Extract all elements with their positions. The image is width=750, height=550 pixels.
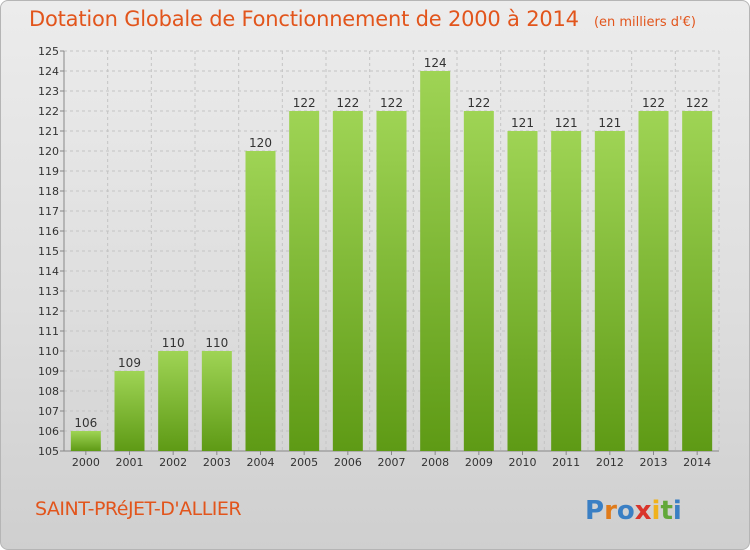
x-tick-label: 2004 <box>247 456 275 469</box>
bar-value-label: 121 <box>598 116 621 130</box>
title-row: Dotation Globale de Fonctionnement de 20… <box>29 7 696 31</box>
bar-layer <box>70 71 713 451</box>
bar-2006 <box>332 111 363 451</box>
y-tick-label: 113 <box>38 285 59 298</box>
bar-2000 <box>70 431 101 451</box>
bar-value-label: 109 <box>118 356 141 370</box>
bar-2009 <box>463 111 494 451</box>
y-tick-label: 110 <box>38 345 59 358</box>
bar-value-label: 110 <box>162 336 185 350</box>
axis-layer: 105 106 107 108 109 110 111 112 113 114 115 116 117 1… <box>38 45 719 469</box>
x-tick-label: 2000 <box>72 456 100 469</box>
commune-name: SAINT-PRéJET-D'ALLIER <box>35 498 242 520</box>
bar-2012 <box>594 131 625 451</box>
x-tick-label: 2001 <box>116 456 144 469</box>
x-tick-label: 2013 <box>640 456 668 469</box>
y-tick-label: 106 <box>38 425 59 438</box>
bar-value-label: 122 <box>380 96 403 110</box>
y-tick-label: 120 <box>38 145 59 158</box>
x-tick-label: 2003 <box>203 456 231 469</box>
x-tick-label: 2014 <box>683 456 711 469</box>
x-tick-label: 2008 <box>421 456 449 469</box>
bar-2013 <box>638 111 669 451</box>
bar-value-label: 106 <box>74 416 97 430</box>
bar-2004 <box>245 151 276 451</box>
x-tick-label: 2005 <box>290 456 318 469</box>
proxiti-logo: Proxiti <box>585 496 682 526</box>
x-tick-label: 2009 <box>465 456 493 469</box>
bar-2003 <box>201 351 232 451</box>
bar-2011 <box>551 131 582 451</box>
bar-value-label: 110 <box>205 336 228 350</box>
bar-2007 <box>376 111 407 451</box>
y-tick-label: 115 <box>38 245 59 258</box>
y-tick-label: 119 <box>38 165 59 178</box>
bar-2002 <box>158 351 189 451</box>
x-tick-label: 2002 <box>159 456 187 469</box>
y-tick-label: 116 <box>38 225 59 238</box>
y-tick-label: 121 <box>38 125 59 138</box>
bar-value-label: 120 <box>249 136 272 150</box>
y-tick-label: 123 <box>38 85 59 98</box>
bar-value-label: 124 <box>424 56 447 70</box>
y-tick-label: 117 <box>38 205 59 218</box>
chart-unit: (en milliers d'€) <box>593 15 696 30</box>
y-tick-label: 112 <box>38 305 59 318</box>
bar-value-label: 122 <box>467 96 490 110</box>
bar-value-label: 122 <box>336 96 359 110</box>
x-tick-label: 2012 <box>596 456 624 469</box>
y-tick-label: 122 <box>38 105 59 118</box>
x-tick-label: 2006 <box>334 456 362 469</box>
bar-value-label: 122 <box>293 96 316 110</box>
svg-text:Proxiti: Proxiti <box>585 496 682 526</box>
y-tick-label: 109 <box>38 365 59 378</box>
y-tick-label: 124 <box>38 65 59 78</box>
bar-value-label: 121 <box>555 116 578 130</box>
bar-2001 <box>114 371 145 451</box>
chart-title: Dotation Globale de Fonctionnement de 20… <box>29 7 579 31</box>
y-tick-label: 114 <box>38 265 59 278</box>
x-tick-label: 2011 <box>552 456 580 469</box>
bar-2008 <box>420 71 451 451</box>
y-tick-label: 105 <box>38 445 59 458</box>
y-tick-label: 111 <box>38 325 59 338</box>
bar-value-label: 121 <box>511 116 534 130</box>
bar-value-label: 122 <box>642 96 665 110</box>
y-tick-label: 108 <box>38 385 59 398</box>
y-tick-label: 125 <box>38 45 59 58</box>
y-tick-label: 118 <box>38 185 59 198</box>
x-tick-label: 2007 <box>378 456 406 469</box>
bar-2010 <box>507 131 538 451</box>
bar-value-label: 122 <box>686 96 709 110</box>
label-layer: 106 109 110 110 120 122 122 122 124 122 121 121 121 1… <box>74 56 708 430</box>
bar-2014 <box>682 111 713 451</box>
bar-2005 <box>289 111 320 451</box>
y-tick-label: 107 <box>38 405 59 418</box>
x-tick-label: 2010 <box>509 456 537 469</box>
